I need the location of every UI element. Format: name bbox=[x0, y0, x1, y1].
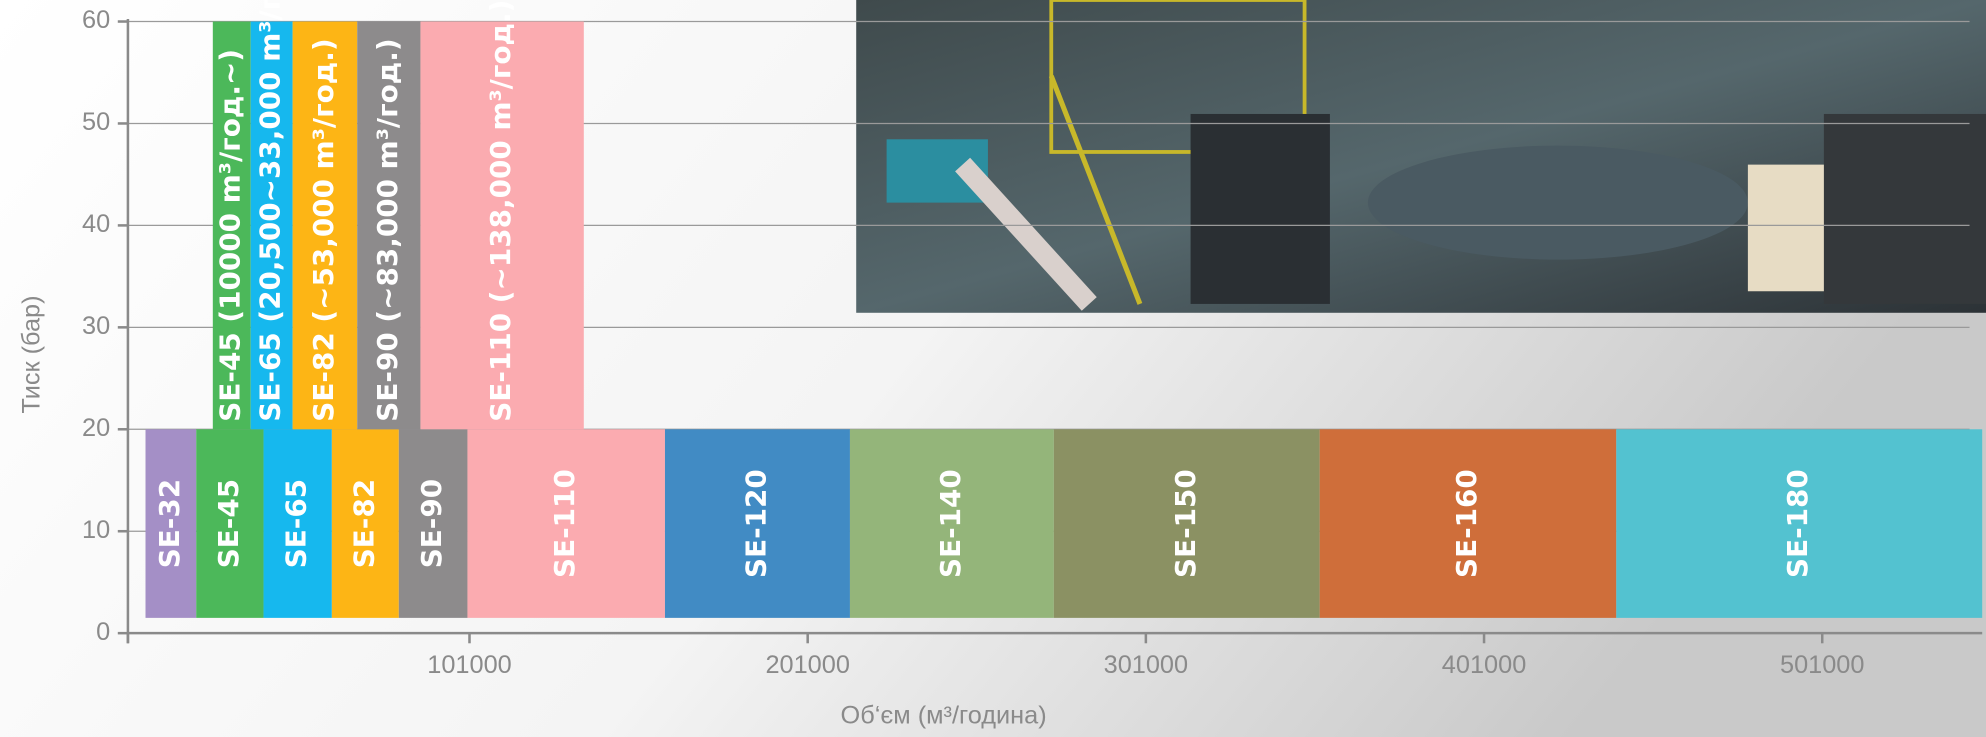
y-tick-label: 50 bbox=[82, 108, 110, 136]
bar-label: SE-65 (20,500~33,000 m³/год.) bbox=[254, 0, 287, 422]
x-tick-label: 401000 bbox=[1442, 651, 1526, 679]
y-tick-label: 40 bbox=[82, 210, 110, 238]
bar-label: SE-65 bbox=[280, 479, 313, 568]
bar bbox=[357, 21, 421, 430]
x-tick-label: 501000 bbox=[1780, 651, 1864, 679]
bar bbox=[420, 21, 584, 430]
bar-label: SE-110 (~138,000 m³/год.) bbox=[484, 0, 517, 422]
bar bbox=[849, 429, 1054, 618]
bar bbox=[664, 429, 850, 618]
y-tick-label: 10 bbox=[82, 516, 110, 544]
bar-label: SE-82 (~53,000 m³/год.) bbox=[307, 38, 340, 421]
bar-label: SE-180 bbox=[1781, 469, 1814, 578]
y-tick-label: 60 bbox=[82, 6, 110, 34]
bar bbox=[145, 429, 197, 618]
bar-label: SE-140 bbox=[934, 469, 967, 578]
x-tick-label: 301000 bbox=[1104, 651, 1188, 679]
bar-label: SE-110 bbox=[548, 469, 581, 578]
bar bbox=[263, 429, 332, 618]
bar bbox=[1319, 429, 1617, 618]
bar-label: SE-45 (10000 m³/год.~) bbox=[214, 49, 247, 422]
bar bbox=[1616, 429, 1983, 618]
bar-label: SE-90 bbox=[415, 479, 448, 568]
bar-label: SE-150 bbox=[1169, 469, 1202, 578]
x-tick-label: 201000 bbox=[765, 651, 849, 679]
bar bbox=[467, 429, 665, 618]
y-tick-label: 20 bbox=[82, 414, 110, 442]
bar-label: SE-120 bbox=[739, 469, 772, 578]
bar bbox=[1053, 429, 1320, 618]
bar bbox=[331, 429, 399, 618]
bar bbox=[196, 429, 264, 618]
bar-label: SE-82 bbox=[347, 479, 380, 568]
y-tick-label: 0 bbox=[96, 618, 110, 646]
bar-label: SE-90 (~83,000 m³/год.) bbox=[371, 38, 404, 421]
y-tick-label: 30 bbox=[82, 312, 110, 340]
bar bbox=[398, 429, 468, 618]
x-axis-label: Об‘єм (м³/година) bbox=[841, 701, 1047, 729]
bar bbox=[250, 21, 293, 430]
bar-label: SE-160 bbox=[1450, 469, 1483, 578]
bar bbox=[292, 21, 358, 430]
bar-label: SE-45 bbox=[212, 479, 245, 568]
y-axis-label: Тиск (бар) bbox=[18, 295, 46, 413]
bar bbox=[212, 21, 251, 430]
bar-label: SE-32 bbox=[153, 479, 186, 568]
x-tick-label: 101000 bbox=[427, 651, 511, 679]
photo bbox=[856, 0, 1986, 313]
